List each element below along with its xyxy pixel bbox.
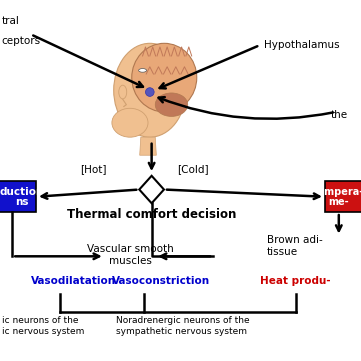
Polygon shape bbox=[325, 181, 361, 212]
Text: Vasoconstriction: Vasoconstriction bbox=[112, 276, 210, 286]
Text: duction: duction bbox=[0, 187, 44, 197]
Text: Noradrenergic neurons of the
sympathetic nervous system: Noradrenergic neurons of the sympathetic… bbox=[116, 316, 249, 336]
Ellipse shape bbox=[114, 43, 186, 137]
Text: Brown adi-
tissue: Brown adi- tissue bbox=[267, 235, 323, 257]
Ellipse shape bbox=[112, 108, 148, 137]
Text: ic neurons of the
ic nervous system: ic neurons of the ic nervous system bbox=[2, 316, 84, 336]
Text: Tempera-: Tempera- bbox=[313, 187, 361, 197]
Polygon shape bbox=[0, 181, 36, 212]
Ellipse shape bbox=[119, 85, 127, 99]
Text: [Cold]: [Cold] bbox=[177, 164, 209, 174]
Text: Vascular smooth
muscles: Vascular smooth muscles bbox=[87, 244, 173, 266]
Text: me-: me- bbox=[329, 197, 349, 207]
Text: Thermal comfort decision: Thermal comfort decision bbox=[67, 208, 236, 221]
Text: ceptors: ceptors bbox=[2, 36, 41, 46]
Text: Heat produ-: Heat produ- bbox=[260, 276, 331, 286]
Text: Vasodilatation: Vasodilatation bbox=[31, 276, 116, 286]
Ellipse shape bbox=[155, 93, 188, 116]
Ellipse shape bbox=[132, 43, 197, 112]
Polygon shape bbox=[140, 137, 156, 155]
Ellipse shape bbox=[139, 69, 147, 72]
Circle shape bbox=[145, 88, 154, 96]
Text: ns: ns bbox=[15, 197, 29, 207]
Text: the: the bbox=[330, 110, 347, 120]
Text: [Hot]: [Hot] bbox=[81, 164, 107, 174]
Polygon shape bbox=[139, 176, 164, 203]
Text: tral: tral bbox=[2, 16, 20, 26]
Text: Hypothalamus: Hypothalamus bbox=[264, 40, 339, 50]
